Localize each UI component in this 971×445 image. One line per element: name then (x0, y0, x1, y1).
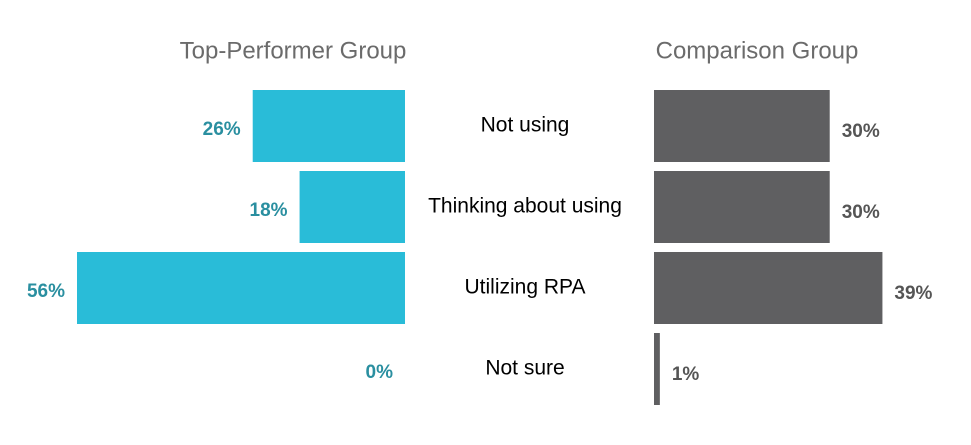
bar (654, 333, 660, 405)
left-group-title: Top-Performer Group (180, 37, 407, 64)
value-label: 56% (27, 281, 65, 302)
value-label: 39% (894, 283, 932, 304)
value-label: 18% (250, 200, 288, 221)
category-label: Not using (481, 114, 570, 137)
bar (77, 252, 405, 324)
value-label: 1% (672, 364, 700, 385)
value-label: 0% (366, 362, 394, 383)
value-label: 26% (203, 119, 241, 140)
value-label: 30% (842, 202, 880, 223)
right-group-title: Comparison Group (656, 37, 859, 64)
bar (654, 171, 830, 243)
value-label: 30% (842, 121, 880, 142)
category-label: Not sure (485, 357, 564, 380)
category-label: Utilizing RPA (465, 276, 586, 299)
category-label: Thinking about using (428, 195, 622, 218)
bar (654, 252, 883, 324)
bar (299, 171, 405, 243)
bar (252, 90, 405, 162)
bar (654, 90, 830, 162)
